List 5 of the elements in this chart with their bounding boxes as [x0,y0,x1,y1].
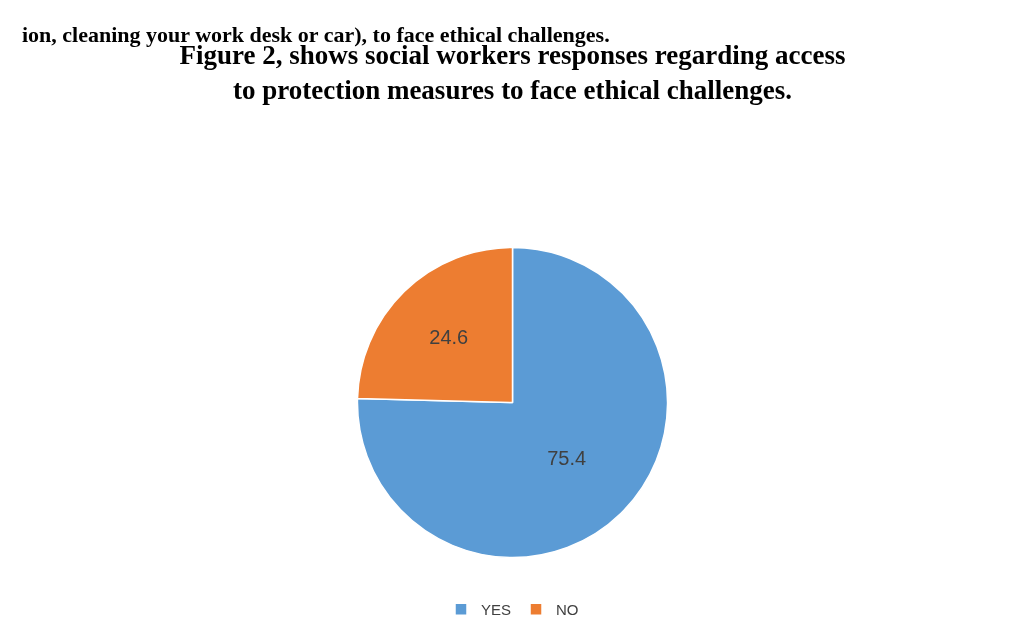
legend-label: YES [481,601,512,619]
pie-slice [356,246,669,559]
legend-label: NO [556,601,579,619]
data-label: 75.4 [547,447,587,470]
data-label: 24.6 [429,326,469,349]
